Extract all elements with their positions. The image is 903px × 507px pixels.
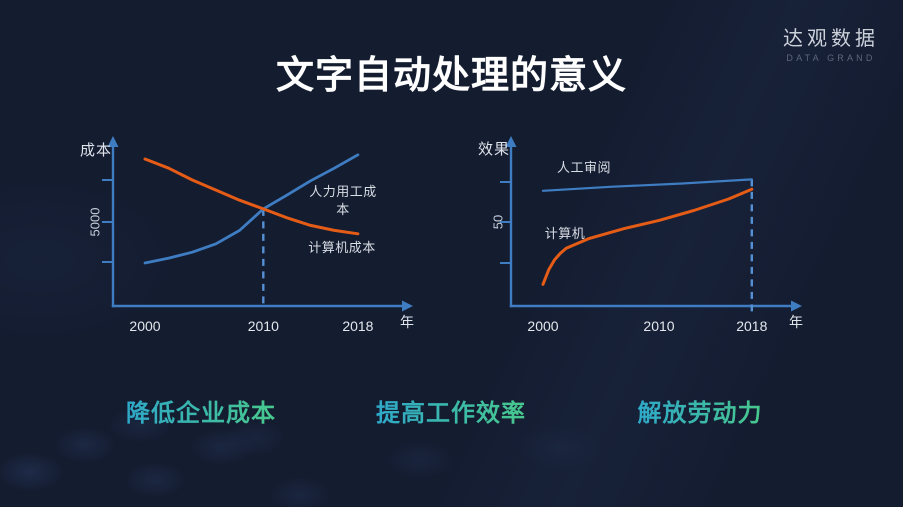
svg-text:2018: 2018 bbox=[342, 318, 373, 334]
y-tick-5000: 5000 bbox=[88, 208, 103, 237]
cost-vs-year-chart: 2000 2010 2018 年 成本 5000 人力用工成本 计算机成本 bbox=[75, 130, 420, 340]
svg-text:2018: 2018 bbox=[736, 318, 767, 334]
svg-text:年: 年 bbox=[400, 314, 414, 330]
y-tick-50: 50 bbox=[491, 215, 506, 229]
effect-chart-canvas: 2000 2010 2018 年 效果 50 bbox=[478, 136, 803, 334]
series-label-computer-cost: 计算机成本 bbox=[308, 240, 376, 255]
effect-vs-year-chart: 2000 2010 2018 年 效果 50 人工审阅 计算机 bbox=[460, 130, 820, 340]
svg-text:2010: 2010 bbox=[248, 318, 279, 334]
page-title: 文字自动处理的意义 bbox=[275, 55, 627, 97]
svg-text:2000: 2000 bbox=[129, 318, 160, 334]
takeaway-improve-efficiency: 提高工作效率 bbox=[376, 393, 526, 428]
brand-logo: 达观数据 DATA GRAND bbox=[783, 28, 879, 63]
cost-chart-canvas: 2000 2010 2018 年 成本 5000 bbox=[80, 136, 414, 334]
brand-name: 达观数据 bbox=[783, 28, 879, 50]
series-label-labor-cost: 人力用工成本 bbox=[309, 184, 377, 217]
takeaway-free-labor: 解放劳动力 bbox=[638, 393, 763, 428]
y-axis-label-cost: 成本 bbox=[80, 142, 112, 159]
svg-text:2000: 2000 bbox=[527, 318, 558, 334]
brand-subtitle: DATA GRAND bbox=[786, 53, 876, 63]
series-label-computer: 计算机 bbox=[544, 226, 586, 241]
svg-text:年: 年 bbox=[789, 314, 803, 330]
y-axis-label-effect: 效果 bbox=[478, 141, 510, 158]
takeaway-reduce-cost: 降低企业成本 bbox=[126, 393, 276, 428]
series-label-manual-review: 人工审阅 bbox=[556, 160, 611, 175]
svg-text:2010: 2010 bbox=[643, 318, 674, 334]
